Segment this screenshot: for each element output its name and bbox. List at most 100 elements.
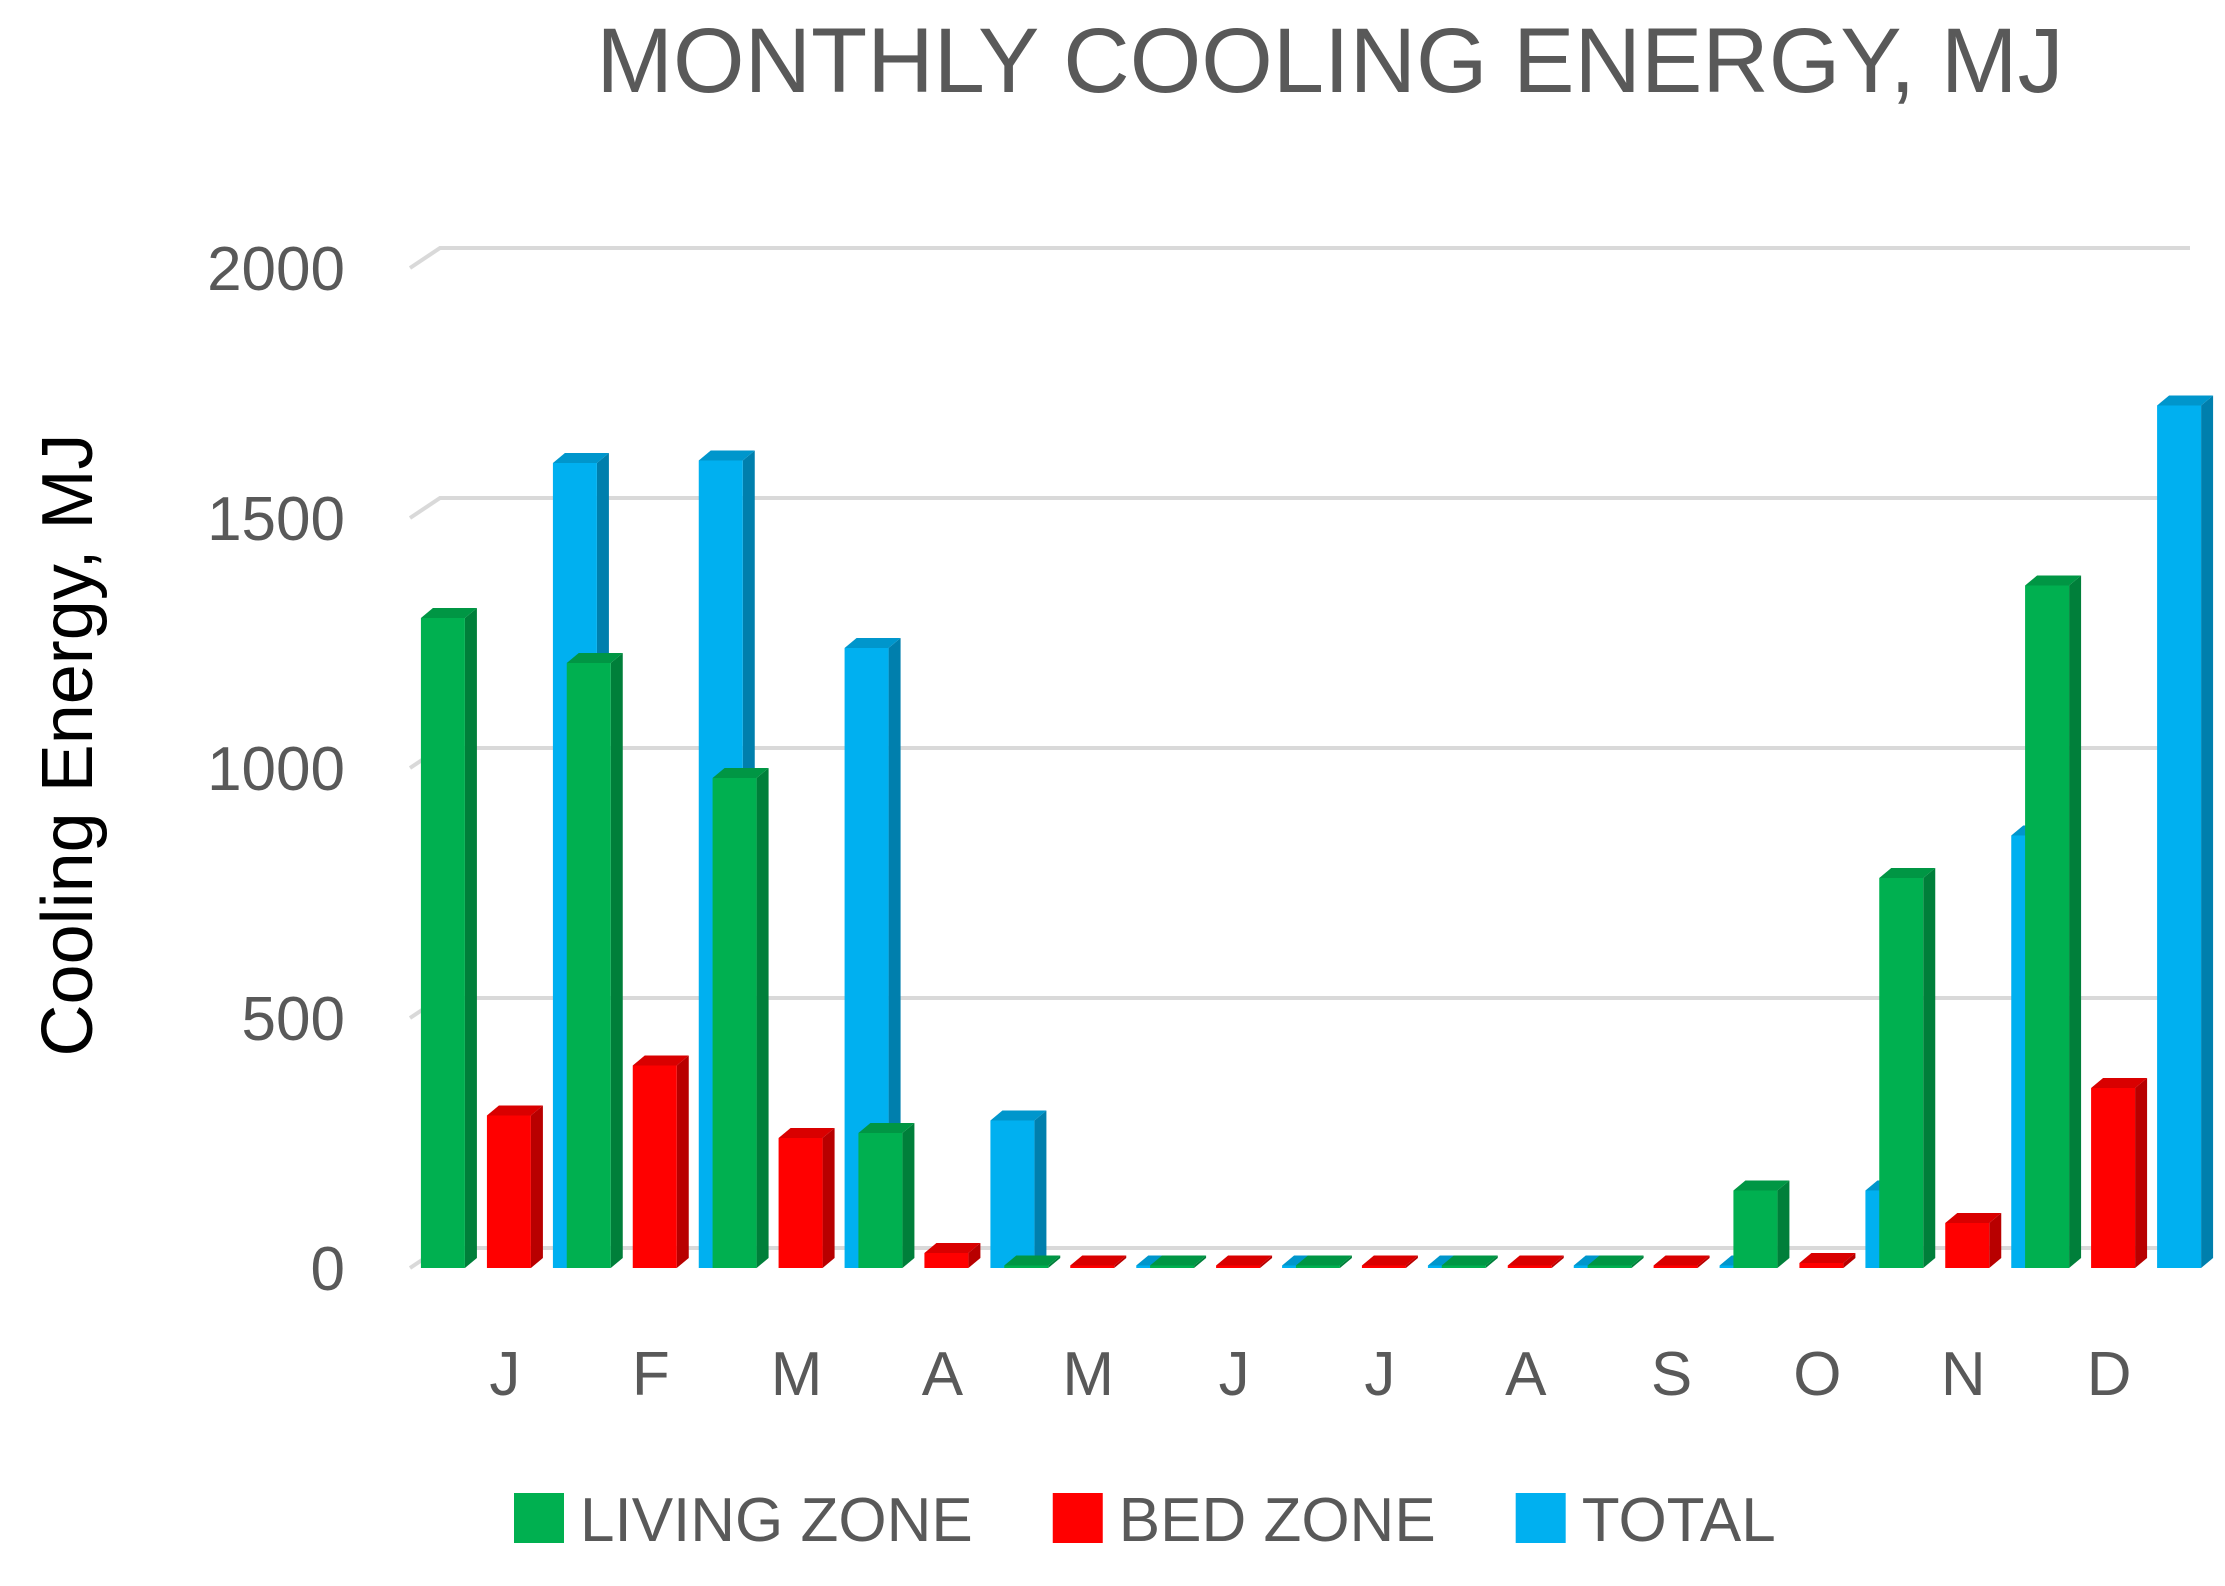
bar-top (1879, 868, 1936, 878)
bar-top (486, 1105, 543, 1116)
bar-side (822, 1128, 835, 1268)
bar-front (990, 1120, 1035, 1268)
legend-item[interactable]: LIVING ZONE (514, 1486, 973, 1555)
legend-item[interactable]: TOTAL (1515, 1486, 1776, 1555)
bar (924, 1243, 981, 1268)
bar-front (1441, 1265, 1486, 1268)
bar-front (2157, 405, 2202, 1268)
bar-top (1150, 1255, 1207, 1266)
x-tick-label: O (1793, 1340, 1841, 1409)
x-tick-label: S (1651, 1340, 1692, 1409)
x-tick-label: J (1364, 1340, 1395, 1409)
bar-side (2135, 1078, 2148, 1268)
bar (420, 608, 477, 1268)
bar-top (2157, 395, 2214, 406)
bar-front (486, 1115, 531, 1268)
bar (858, 1123, 915, 1268)
legend[interactable]: LIVING ZONE BED ZONE TOTAL (514, 1486, 1776, 1555)
y-tick-label: 0 (311, 1235, 345, 1304)
bar (566, 653, 623, 1268)
bar-side (1777, 1180, 1790, 1268)
bar-side (1697, 1255, 1710, 1268)
bar-front (778, 1138, 823, 1268)
bar-side (756, 768, 769, 1268)
bar-side (1339, 1255, 1352, 1268)
bar-top (712, 768, 769, 778)
bar-top (990, 1110, 1047, 1121)
bar-top (924, 1243, 981, 1253)
bar-front (1295, 1265, 1340, 1268)
bar-top (2091, 1078, 2148, 1088)
bar-top (2025, 575, 2082, 586)
y-tick-label: 500 (242, 985, 345, 1054)
bar (1441, 1255, 1498, 1268)
bar-side (2201, 395, 2214, 1268)
bar-front (924, 1253, 969, 1268)
bar (632, 1055, 689, 1268)
x-tick-label: N (1941, 1340, 1986, 1409)
bar-top (858, 1123, 915, 1133)
x-tick-label: J (489, 1340, 520, 1409)
bar (712, 768, 769, 1268)
x-tick-label: M (771, 1340, 823, 1409)
bar (1361, 1255, 1418, 1268)
bar (1945, 1213, 2002, 1268)
bar-side (1485, 1255, 1498, 1268)
bar-top (1295, 1255, 1352, 1266)
bar-front (1361, 1265, 1406, 1268)
bar-front (1070, 1265, 1115, 1268)
bar-top (1004, 1255, 1061, 1266)
bar-top (552, 453, 609, 463)
bar (1150, 1255, 1207, 1268)
bar-top (420, 608, 477, 618)
bar-top (1361, 1255, 1418, 1266)
bar-front (566, 663, 611, 1268)
bar-front (1945, 1223, 1990, 1268)
y-tick-label: 1000 (207, 735, 345, 804)
bar (778, 1128, 835, 1268)
bar-side (902, 1123, 915, 1268)
y-axis-label: Cooling Energy, MJ (28, 434, 108, 1057)
gridline (408, 746, 2190, 770)
bar-top (844, 638, 901, 648)
y-tick-label: 2000 (207, 235, 345, 304)
bar-top (566, 653, 623, 663)
bar (2157, 395, 2214, 1268)
bar (1070, 1255, 1127, 1268)
legend-label: BED ZONE (1119, 1486, 1436, 1555)
bar-front (1507, 1265, 1552, 1268)
bar (1587, 1255, 1644, 1268)
legend-swatch (514, 1493, 564, 1543)
bar-top (1733, 1180, 1790, 1191)
bar-front (712, 778, 757, 1268)
legend-swatch (1515, 1493, 1566, 1543)
bar-top (1507, 1255, 1564, 1266)
bar-side (1989, 1213, 2002, 1268)
bar (1799, 1253, 1856, 1268)
x-tick-label: A (922, 1340, 964, 1409)
legend-item[interactable]: BED ZONE (1052, 1486, 1436, 1555)
bar (1879, 868, 1936, 1268)
bar-top (632, 1055, 689, 1066)
bar-side (610, 653, 623, 1268)
bar-front (632, 1065, 677, 1268)
bar-top (1653, 1255, 1710, 1266)
bar-front (858, 1133, 903, 1268)
bar-top (1070, 1255, 1127, 1266)
bar-top (1587, 1255, 1644, 1266)
bar-top (778, 1128, 835, 1138)
bar-front (1587, 1265, 1632, 1268)
bar-side (968, 1243, 981, 1268)
bar-top (1216, 1255, 1273, 1266)
bar-side (888, 638, 901, 1268)
bar-front (1653, 1265, 1698, 1268)
bar-front (2025, 585, 2070, 1268)
legend-label: TOTAL (1582, 1486, 1776, 1555)
bar (1004, 1255, 1061, 1268)
bar-side (1034, 1110, 1047, 1268)
bar-front (420, 618, 465, 1268)
bar (990, 1110, 1047, 1268)
bar-side (1631, 1255, 1644, 1268)
bar-side (1048, 1255, 1061, 1268)
